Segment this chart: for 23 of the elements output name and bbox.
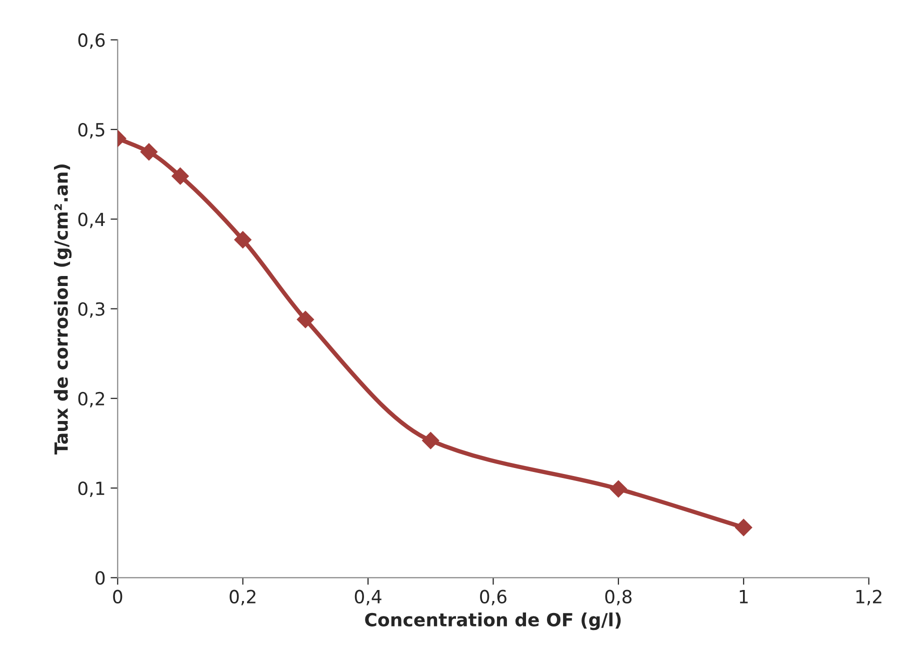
y-tick-label: 0,1 xyxy=(78,482,104,497)
x-tick-label: 0 xyxy=(113,590,122,604)
x-tick-label: 0,4 xyxy=(354,590,382,606)
x-tick-label: 0,6 xyxy=(480,590,506,606)
x-tick-label: 1,2 xyxy=(856,590,882,606)
point xyxy=(296,310,314,328)
point xyxy=(172,168,189,185)
x-tick-label: 1 xyxy=(740,590,748,604)
y-tick-label: 0 xyxy=(96,571,105,585)
x-tick-label: 0,8 xyxy=(605,590,632,606)
y-tick-label: 0,2 xyxy=(78,392,104,408)
point xyxy=(610,480,627,498)
y-axis-title: Taux de corrosion (g/cm².an) xyxy=(54,164,72,454)
point xyxy=(234,231,252,248)
point xyxy=(735,518,752,536)
y-tick-label: 0,5 xyxy=(78,122,104,138)
x-axis-title: Concentration de OF (g/l) xyxy=(365,612,621,630)
y-tick-label: 0,6 xyxy=(78,33,105,49)
x-tick-label: 0,2 xyxy=(230,590,256,606)
point xyxy=(140,143,158,160)
y-tick-label: 0,3 xyxy=(78,302,104,318)
point xyxy=(422,432,440,450)
y-tick-label: 0,4 xyxy=(78,212,105,228)
